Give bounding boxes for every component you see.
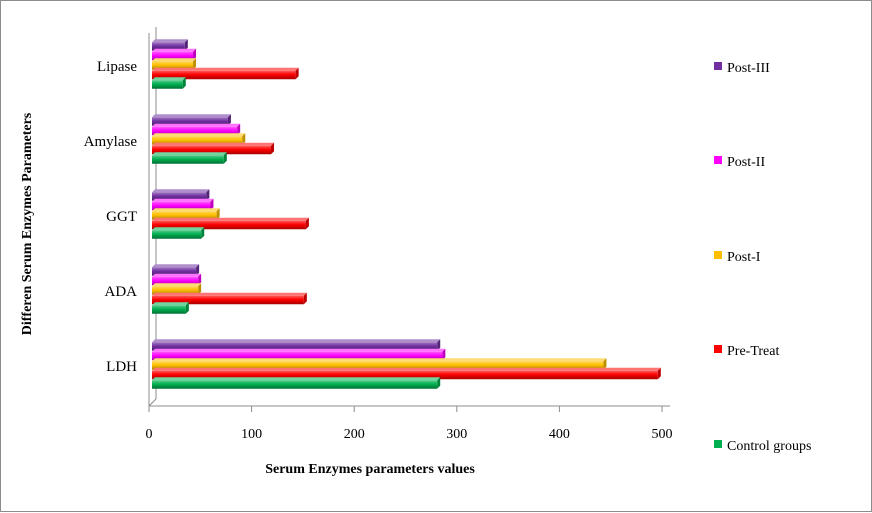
x-tick-label: 200 (344, 427, 365, 442)
legend-label: Control groups (727, 439, 811, 454)
bar-ldh-control-groups (152, 377, 441, 389)
y-axis-title: Differen Serum Enzymes Parameters (20, 112, 35, 335)
x-tick-label: 400 (549, 427, 570, 442)
bar-ldh-post-i (152, 358, 607, 370)
x-tick-label: 300 (446, 427, 467, 442)
bar-amylase-pre-treat (152, 142, 275, 155)
category-label-ada: ADA (105, 284, 138, 300)
legend-label: Pre-Treat (727, 344, 779, 359)
legend: Control groups Pre-Treat Post-I Post-II Post… (714, 61, 811, 454)
bar-ada-pre-treat (152, 292, 307, 305)
bar-lipase-post-i (152, 58, 197, 70)
bar-amylase-post-ii (152, 123, 241, 136)
legend-swatch-pre-treat (714, 345, 722, 353)
category-label-amylase: Amylase (84, 134, 138, 150)
bar-ada-post-ii (152, 273, 202, 286)
bar-ada-post-i (152, 283, 202, 295)
x-axis-depth-line (148, 398, 157, 407)
category-label-lipase: Lipase (97, 59, 137, 75)
bar-ggt-pre-treat (152, 217, 309, 230)
bar-ggt-post-iii (152, 189, 210, 201)
bar-ada-post-iii (152, 264, 200, 276)
legend-label: Post-III (727, 61, 770, 76)
bar-lipase-control-groups (152, 77, 186, 89)
x-tick-label: 0 (146, 427, 153, 442)
legend-swatch-post-i (714, 251, 722, 259)
bar-ggt-control-groups (152, 227, 205, 239)
legend-label: Post-I (727, 250, 761, 265)
legend-swatch-post-iii (714, 62, 722, 70)
bar-ldh-post-iii (152, 339, 441, 351)
legend-label: Post-II (727, 155, 765, 170)
x-axis-title: Serum Enzymes parameters values (265, 462, 475, 477)
x-tick-label: 100 (241, 427, 262, 442)
bar-ggt-post-i (152, 208, 220, 220)
bar-ada-control-groups (152, 302, 189, 314)
bar-ldh-pre-treat (152, 367, 661, 380)
bar-ldh-post-ii (152, 348, 446, 361)
bar-amylase-post-i (152, 133, 246, 145)
category-label-ldh: LDH (106, 359, 137, 375)
legend-swatch-post-ii (714, 156, 722, 164)
category-label-ggt: GGT (106, 209, 137, 225)
bar-lipase-post-ii (152, 48, 197, 61)
bar-lipase-pre-treat (152, 67, 299, 80)
bar-amylase-post-iii (152, 114, 231, 126)
x-tick-label: 500 (652, 427, 673, 442)
bar-lipase-post-iii (152, 39, 188, 51)
bar-ggt-post-ii (152, 198, 214, 211)
bar-amylase-control-groups (152, 152, 227, 164)
legend-swatch-control-groups (714, 440, 722, 448)
